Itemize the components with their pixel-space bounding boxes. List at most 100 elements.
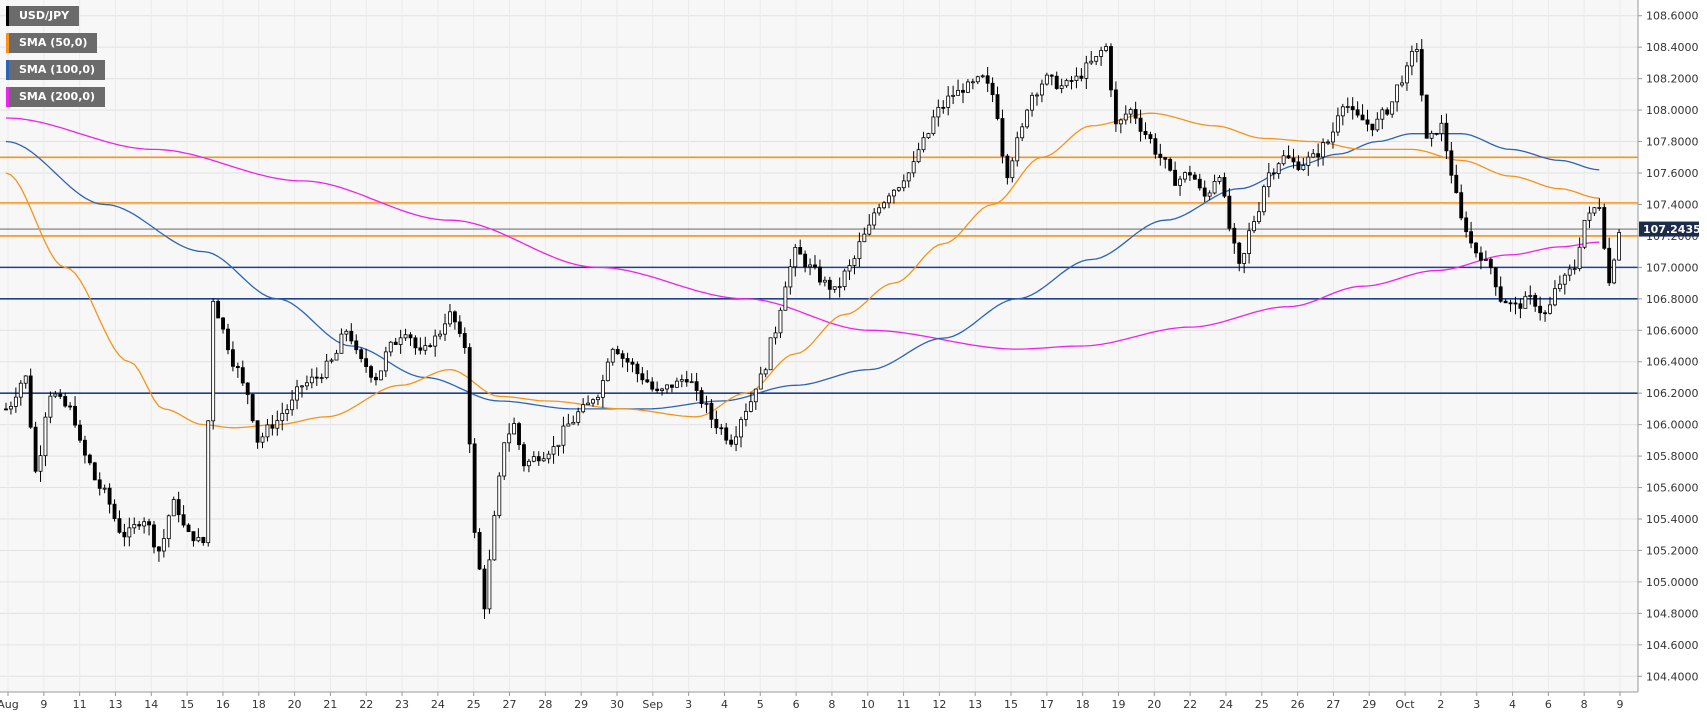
candle-body — [965, 81, 970, 93]
candle — [1414, 42, 1419, 63]
candle-body — [1567, 268, 1572, 276]
candle-body — [1405, 65, 1409, 84]
candle — [1380, 107, 1385, 130]
candle — [1355, 101, 1360, 118]
candle — [1483, 250, 1488, 262]
candle-body — [1553, 288, 1557, 306]
candle-body — [304, 382, 309, 387]
candle — [1400, 75, 1404, 88]
candle-body — [1266, 172, 1271, 188]
candle-body — [650, 381, 655, 390]
candle — [946, 86, 951, 116]
candle — [847, 259, 852, 280]
y-tick-label: 105.2000 — [1646, 544, 1699, 557]
candle-body — [1424, 94, 1429, 139]
candle — [768, 337, 773, 371]
candle-body — [1069, 80, 1074, 82]
candle — [744, 403, 748, 427]
candle — [640, 366, 645, 385]
candle-body — [1602, 207, 1607, 249]
candle — [186, 523, 191, 533]
candle-body — [270, 424, 275, 429]
y-tick-label: 107.0000 — [1646, 261, 1699, 274]
candle — [1321, 138, 1326, 166]
candle — [359, 347, 364, 363]
candle-body — [581, 404, 586, 413]
candle-body — [877, 207, 882, 214]
candle-body — [1247, 230, 1252, 254]
candle — [1113, 81, 1118, 132]
candle — [512, 417, 517, 435]
x-tick-label: 22 — [359, 698, 373, 711]
x-tick-label: 12 — [932, 698, 946, 711]
candle-body — [161, 538, 166, 552]
y-tick-label: 105.0000 — [1646, 576, 1699, 589]
candle — [1025, 108, 1030, 129]
y-tick-label: 104.6000 — [1646, 639, 1699, 652]
candle — [995, 86, 1000, 121]
candle — [660, 387, 665, 396]
x-tick-label: 24 — [431, 698, 445, 711]
candle-body — [1409, 51, 1414, 67]
candle-body — [300, 385, 304, 388]
candle-body — [975, 76, 980, 83]
candle-body — [250, 394, 255, 422]
candle-body — [388, 341, 393, 353]
candle — [1557, 275, 1562, 292]
candle-body — [1360, 114, 1365, 121]
candle-body — [265, 424, 270, 438]
candle-body — [329, 359, 334, 362]
y-axis-ticks: 104.4000 104.6000 104.8000 105.0000 105.2000… — [1638, 10, 1699, 683]
candle — [1178, 175, 1182, 196]
candle-body — [398, 337, 403, 345]
candle-body — [240, 367, 245, 384]
y-tick-label: 108.6000 — [1646, 10, 1699, 23]
candle — [1503, 298, 1508, 304]
candle — [304, 375, 309, 391]
candle-body — [1222, 177, 1227, 197]
x-tick-label: 4 — [1509, 698, 1516, 711]
candle-body — [487, 559, 492, 610]
candle-body — [1143, 130, 1148, 135]
candle — [1074, 67, 1079, 89]
candle — [1459, 184, 1464, 221]
candle — [714, 410, 719, 435]
candle-body — [783, 286, 788, 311]
candle-body — [620, 353, 625, 359]
candle — [891, 189, 896, 204]
candle-body — [107, 487, 112, 505]
candle — [862, 227, 867, 243]
candle — [1513, 296, 1518, 315]
candle-body — [260, 436, 265, 443]
candle — [975, 75, 980, 85]
candle — [1247, 222, 1252, 264]
x-tick-label: 21 — [323, 698, 337, 711]
candle — [877, 203, 882, 216]
candle-body — [842, 270, 847, 287]
candle-body — [773, 332, 778, 339]
candle — [961, 83, 965, 104]
candle — [1538, 296, 1543, 321]
y-tick-label: 108.0000 — [1646, 104, 1699, 117]
candle-body — [1380, 109, 1385, 120]
candle — [586, 395, 591, 406]
candle — [1528, 285, 1533, 305]
candle-body — [744, 410, 748, 420]
legend-sma-50: SMA (50,0) — [6, 33, 98, 53]
candle — [1488, 257, 1493, 275]
candle-body — [142, 521, 147, 527]
candle-body — [472, 443, 477, 533]
candle — [226, 323, 230, 355]
candle — [1271, 168, 1276, 180]
candle — [1439, 114, 1444, 142]
candle — [739, 416, 743, 448]
candle — [1607, 237, 1612, 287]
candle — [196, 528, 201, 543]
x-tick-label: 27 — [503, 698, 517, 711]
candle — [1301, 157, 1306, 171]
candle-body — [1400, 82, 1404, 86]
candle — [970, 78, 975, 90]
candle — [68, 402, 73, 411]
candle — [803, 250, 808, 273]
candle — [1030, 92, 1034, 117]
